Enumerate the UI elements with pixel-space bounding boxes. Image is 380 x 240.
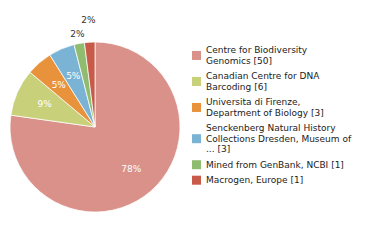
legend-swatch	[192, 51, 201, 60]
legend-label-line: Centre for Biodiversity	[206, 45, 308, 55]
pie-slice	[74, 43, 95, 127]
legend-label-line: Department of Biology [3]	[206, 108, 324, 118]
legend-swatch	[192, 77, 201, 86]
data-label: 2%	[81, 15, 96, 25]
legend-label: Universita di Firenze,Department of Biol…	[206, 97, 324, 118]
legend: Centre for BiodiversityGenomics [50] Cana…	[192, 45, 352, 185]
legend-label-line: Universita di Firenze,	[206, 97, 300, 107]
legend-item: Canadian Centre for DNABarcoding [6]	[192, 71, 320, 92]
chart: 78%9%5%5%2%2%Centre for BiodiversityGeno…	[0, 0, 380, 240]
legend-item: Universita di Firenze,Department of Biol…	[192, 97, 324, 118]
legend-label-line: Senckenberg Natural History	[206, 123, 336, 133]
legend-label-line: Macrogen, Europe [1]	[206, 175, 303, 185]
legend-label-line: Mined from GenBank, NCBI [1]	[206, 160, 344, 170]
legend-swatch	[192, 134, 201, 143]
data-labels: 78%9%5%5%2%2%	[37, 15, 141, 173]
legend-swatch	[192, 103, 201, 112]
data-label: 9%	[37, 99, 52, 109]
legend-swatch	[192, 160, 201, 169]
legend-label: Canadian Centre for DNABarcoding [6]	[206, 71, 320, 92]
pie	[10, 42, 180, 212]
data-label: 5%	[52, 80, 67, 90]
legend-label: Macrogen, Europe [1]	[206, 175, 303, 185]
legend-label-line: Barcoding [6]	[206, 82, 267, 92]
legend-label-line: Genomics [50]	[206, 56, 272, 66]
legend-label-line: Collections Dresden, Museum of	[206, 134, 352, 144]
data-label: 5%	[66, 71, 81, 81]
data-label: 2%	[70, 29, 85, 39]
legend-label: Centre for BiodiversityGenomics [50]	[206, 45, 308, 66]
legend-item: Mined from GenBank, NCBI [1]	[192, 160, 344, 170]
legend-item: Centre for BiodiversityGenomics [50]	[192, 45, 308, 66]
legend-label-line: ... [3]	[206, 144, 230, 154]
pie-slice	[10, 42, 180, 212]
data-label: 78%	[121, 164, 141, 174]
legend-label-line: Canadian Centre for DNA	[206, 71, 320, 81]
pie-slice	[84, 42, 95, 127]
legend-item: Senckenberg Natural HistoryCollections D…	[192, 123, 352, 154]
legend-item: Macrogen, Europe [1]	[192, 175, 303, 185]
legend-swatch	[192, 176, 201, 185]
legend-label: Senckenberg Natural HistoryCollections D…	[206, 123, 352, 154]
legend-label: Mined from GenBank, NCBI [1]	[206, 160, 344, 170]
